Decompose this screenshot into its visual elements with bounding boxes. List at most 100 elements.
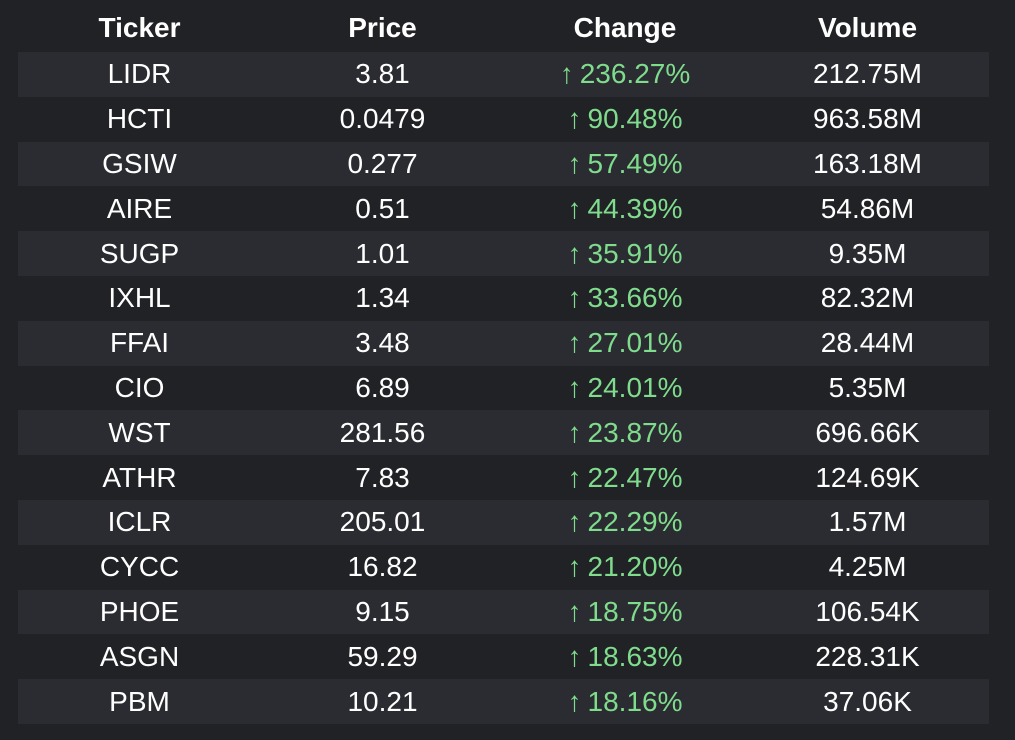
volume-cell: 5.35M [828,371,907,403]
table-row[interactable]: AIRE 0.51 ↑ 44.39% 54.86M [18,186,989,231]
change-value: 21.20% [587,551,683,583]
up-arrow-icon: ↑ [567,327,582,359]
volume-cell: 228.31K [815,640,920,672]
ticker-cell: FFAI [109,327,170,359]
ticker-cell: HCTI [106,103,173,135]
change-cell: ↑ 35.91% [504,238,746,270]
table-body: LIDR 3.81 ↑ 236.27% 212.75M HCTI 0.0479 ↑ 90.48%… [18,52,989,724]
volume-cell: 28.44M [820,327,915,359]
ticker-cell: ASGN [99,640,180,672]
change-value: 27.01% [587,327,683,359]
change-value: 44.39% [587,192,683,224]
ticker-cell: GSIW [102,147,177,179]
volume-cell: 82.32M [820,282,915,314]
change-cell: ↑ 57.49% [504,148,746,180]
ticker-cell: PHOE [99,595,180,627]
table-row[interactable]: FFAI 3.48 ↑ 27.01% 28.44M [18,320,989,366]
price-cell: 0.51 [355,192,410,224]
change-cell: ↑ 44.39% [504,193,746,225]
change-cell: ↑ 23.87% [504,417,746,449]
up-arrow-icon: ↑ [567,640,582,672]
change-value: 18.16% [587,685,683,717]
volume-cell: 163.18M [813,147,922,179]
ticker-cell: SUGP [99,237,180,269]
price-cell: 6.89 [355,371,410,403]
up-arrow-icon: ↑ [567,192,582,224]
column-header-volume[interactable]: Volume [817,12,918,43]
table-header: Ticker Price Change Volume [18,6,989,52]
up-arrow-icon: ↑ [567,595,582,627]
change-cell: ↑ 21.20% [504,551,746,583]
table-row[interactable]: SUGP 1.01 ↑ 35.91% 9.35M [18,231,989,276]
up-arrow-icon: ↑ [567,416,582,448]
table-row[interactable]: ATHR 7.83 ↑ 22.47% 124.69K [18,455,989,500]
price-cell: 3.81 [355,58,410,90]
change-cell: ↑ 22.47% [504,462,746,494]
up-arrow-icon: ↑ [567,282,582,314]
table-row[interactable]: PHOE 9.15 ↑ 18.75% 106.54K [18,589,989,635]
column-header-price[interactable]: Price [348,12,417,43]
change-cell: ↑ 18.75% [504,596,746,628]
column-header-change[interactable]: Change [573,12,677,43]
ticker-cell: ICLR [107,506,172,538]
change-value: 18.63% [587,640,683,672]
volume-cell: 1.57M [828,506,907,538]
change-cell: ↑ 236.27% [504,58,746,90]
price-cell: 7.83 [355,461,410,493]
up-arrow-icon: ↑ [567,103,582,135]
price-cell: 281.56 [339,416,426,448]
price-cell: 1.01 [355,237,410,269]
volume-cell: 37.06K [823,685,912,717]
up-arrow-icon: ↑ [567,461,582,493]
change-cell: ↑ 90.48% [504,103,746,135]
change-value: 18.75% [587,595,683,627]
change-value: 90.48% [587,103,683,135]
volume-cell: 9.35M [828,237,907,269]
change-value: 35.91% [587,237,683,269]
table-row[interactable]: CYCC 16.82 ↑ 21.20% 4.25M [18,545,989,590]
price-cell: 205.01 [339,506,426,538]
change-value: 236.27% [579,58,691,90]
change-cell: ↑ 33.66% [504,282,746,314]
change-value: 33.66% [587,282,683,314]
change-value: 23.87% [587,416,683,448]
change-value: 24.01% [587,371,683,403]
volume-cell: 124.69K [815,461,920,493]
volume-cell: 963.58M [813,103,922,135]
volume-cell: 54.86M [820,192,915,224]
up-arrow-icon: ↑ [567,237,582,269]
table-row[interactable]: GSIW 0.277 ↑ 57.49% 163.18M [18,141,989,187]
price-cell: 9.15 [355,595,410,627]
price-cell: 0.0479 [339,103,426,135]
change-cell: ↑ 18.16% [504,686,746,718]
ticker-cell: ATHR [102,461,177,493]
ticker-cell: IXHL [108,282,171,314]
table-row[interactable]: PBM 10.21 ↑ 18.16% 37.06K [18,679,989,724]
table-row[interactable]: WST 281.56 ↑ 23.87% 696.66K [18,410,989,456]
change-cell: ↑ 18.63% [504,641,746,673]
change-value: 22.29% [587,506,683,538]
table-row[interactable]: LIDR 3.81 ↑ 236.27% 212.75M [18,52,989,97]
table-row[interactable]: HCTI 0.0479 ↑ 90.48% 963.58M [18,97,989,142]
change-cell: ↑ 24.01% [504,372,746,404]
up-arrow-icon: ↑ [567,685,582,717]
change-cell: ↑ 22.29% [504,506,746,538]
ticker-cell: AIRE [106,192,173,224]
table-row[interactable]: IXHL 1.34 ↑ 33.66% 82.32M [18,276,989,321]
volume-cell: 106.54K [815,595,920,627]
ticker-cell: WST [108,416,171,448]
volume-cell: 696.66K [815,416,920,448]
price-cell: 3.48 [355,327,410,359]
change-value: 22.47% [587,461,683,493]
change-cell: ↑ 27.01% [504,327,746,359]
ticker-cell: CIO [114,371,165,403]
table-row[interactable]: ASGN 59.29 ↑ 18.63% 228.31K [18,634,989,679]
table-row[interactable]: ICLR 205.01 ↑ 22.29% 1.57M [18,499,989,545]
stock-movers-table: Ticker Price Change Volume LIDR 3.81 ↑ 236.… [18,6,989,724]
column-header-ticker[interactable]: Ticker [98,12,181,43]
price-cell: 0.277 [347,147,418,179]
ticker-cell: CYCC [99,551,180,583]
up-arrow-icon: ↑ [567,371,582,403]
price-cell: 1.34 [355,282,410,314]
table-row[interactable]: CIO 6.89 ↑ 24.01% 5.35M [18,366,989,411]
